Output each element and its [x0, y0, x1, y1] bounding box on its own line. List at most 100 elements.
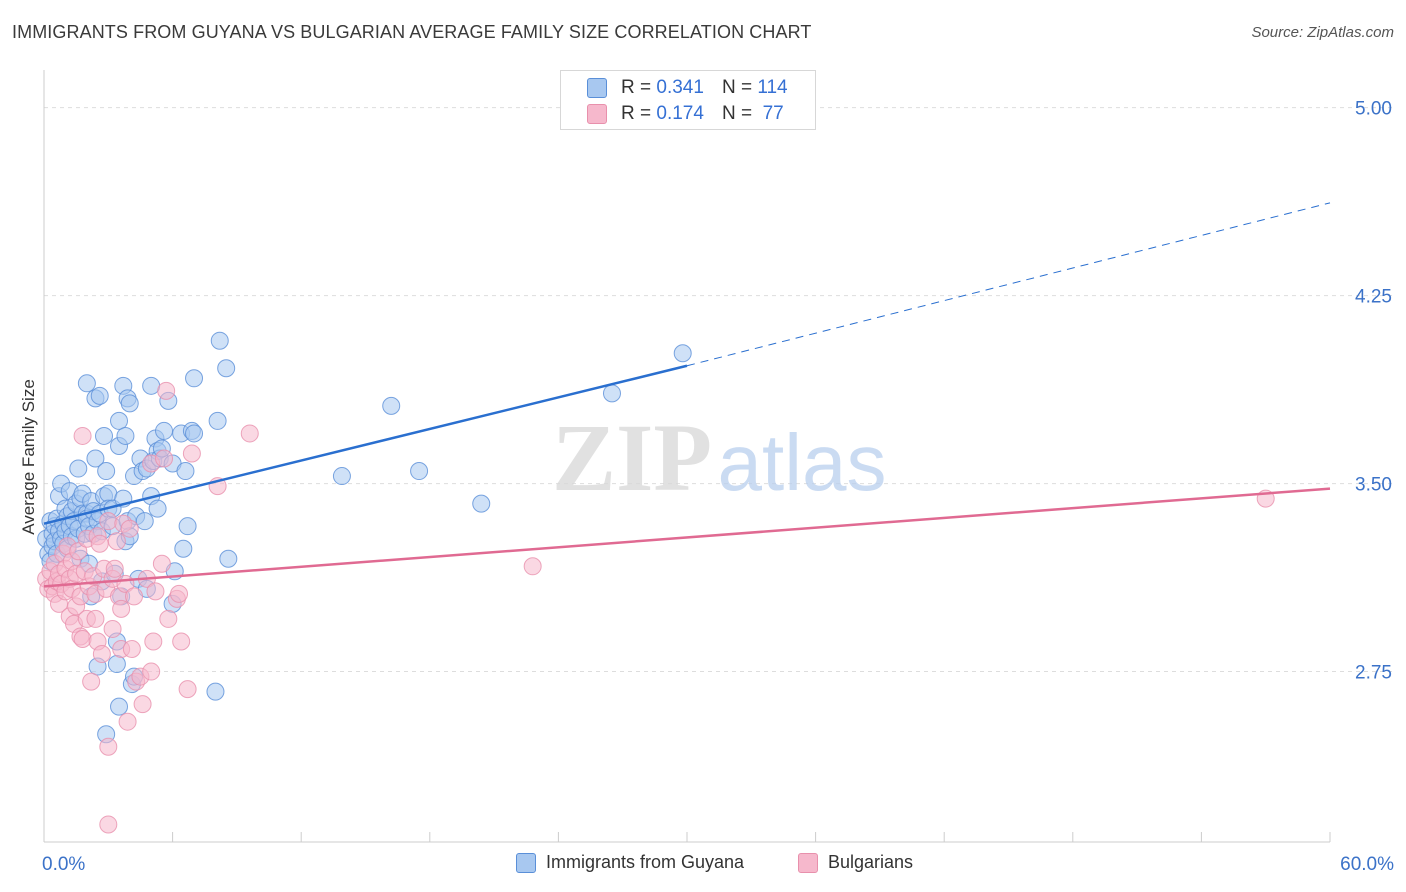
data-point-bulgarian	[99, 737, 118, 756]
bottom-legend: Immigrants from Guyana Bulgarians	[0, 852, 1406, 878]
bottom-legend-label-guyana: Immigrants from Guyana	[546, 852, 745, 872]
data-point-bulgarian	[172, 632, 191, 651]
data-point-guyana	[110, 697, 129, 716]
data-point-bulgarian	[133, 695, 152, 714]
y-tick-label: 5.00	[1355, 99, 1392, 120]
legend-n-value: 77	[762, 103, 784, 124]
data-point-guyana	[185, 424, 204, 443]
legend-n-value: 114	[757, 77, 788, 98]
data-point-bulgarian	[120, 519, 139, 538]
data-point-guyana	[97, 462, 116, 481]
data-point-bulgarian	[240, 424, 259, 443]
legend-swatch-bulgarians	[587, 104, 607, 124]
watermark-zip: ZIP	[552, 404, 712, 511]
data-point-guyana	[148, 499, 167, 518]
data-point-guyana	[95, 426, 114, 445]
chart-title: IMMIGRANTS FROM GUYANA VS BULGARIAN AVER…	[12, 22, 812, 42]
data-point-bulgarian	[125, 587, 144, 606]
data-point-bulgarian	[122, 640, 141, 658]
trendline-guyana-extrapolated	[686, 202, 1331, 367]
data-point-bulgarian	[155, 449, 174, 468]
data-point-bulgarian	[170, 584, 189, 603]
legend-r-value: 0.341	[656, 77, 704, 98]
data-point-bulgarian	[92, 645, 111, 664]
data-point-guyana	[382, 396, 401, 415]
data-point-bulgarian	[182, 444, 201, 463]
data-point-guyana	[77, 374, 96, 393]
data-point-guyana	[69, 459, 88, 478]
data-point-bulgarian	[144, 632, 163, 651]
data-point-guyana	[155, 421, 174, 440]
legend-row-bulgarians: R = 0.174 N = 77	[587, 101, 784, 127]
trend-layer	[43, 202, 1331, 588]
data-point-guyana	[90, 386, 109, 405]
data-point-guyana	[219, 549, 238, 568]
bottom-legend-swatch-bulgarians	[798, 852, 818, 873]
data-point-bulgarian	[146, 582, 165, 601]
data-point-bulgarian	[73, 629, 92, 648]
data-point-bulgarian	[112, 599, 131, 618]
trendline-bulgarians	[43, 487, 1331, 588]
x-tick-label: 60.0%	[1340, 854, 1394, 875]
legend-n-label: N =	[721, 103, 753, 124]
y-tick-label: 2.75	[1355, 663, 1392, 684]
watermark: ZIP atlas	[552, 404, 887, 511]
bottom-legend-guyana: Immigrants from Guyana	[516, 852, 744, 873]
legend-r-label: R =	[621, 103, 652, 124]
data-point-bulgarian	[86, 609, 105, 628]
data-point-bulgarian	[523, 557, 542, 576]
data-point-bulgarian	[105, 559, 124, 578]
data-point-guyana	[135, 512, 154, 531]
legend-r-label: R =	[621, 77, 652, 98]
x-tick-label: 0.0%	[42, 854, 85, 875]
data-point-bulgarian	[103, 619, 122, 638]
data-point-guyana	[116, 426, 135, 445]
bottom-legend-label-bulgarians: Bulgarians	[828, 852, 914, 872]
legend-n-label: N =	[721, 77, 753, 98]
data-point-guyana	[210, 331, 229, 350]
data-point-bulgarian	[69, 542, 88, 561]
data-point-guyana	[176, 462, 195, 481]
legend-row-guyana: R = 0.341 N = 114	[587, 75, 788, 101]
grid-layer	[44, 107, 1392, 673]
data-point-guyana	[174, 539, 193, 558]
data-point-bulgarian	[152, 554, 171, 573]
data-point-guyana	[110, 411, 129, 430]
data-point-bulgarian	[118, 712, 137, 731]
data-point-guyana	[120, 394, 139, 413]
axes-layer: 2.75 3.50 4.25 5.00 0.0% 60.0%	[42, 70, 1394, 875]
bottom-legend-bulgarians: Bulgarians	[798, 852, 913, 873]
data-point-guyana	[332, 467, 351, 486]
data-point-bulgarian	[142, 662, 161, 681]
data-point-bulgarian	[82, 672, 101, 691]
stats-legend: R = 0.341 N = 114 R = 0.174 N = 77	[560, 70, 816, 130]
source-label: Source: ZipAtlas.com	[1251, 24, 1394, 41]
data-point-bulgarian	[90, 534, 109, 553]
data-point-guyana	[410, 462, 429, 481]
data-point-guyana	[107, 655, 126, 674]
data-point-bulgarian	[99, 512, 118, 531]
data-point-guyana	[673, 344, 692, 363]
trendline-guyana	[43, 364, 688, 525]
y-tick-label: 3.50	[1355, 475, 1392, 496]
data-point-guyana	[208, 411, 227, 430]
data-point-guyana	[178, 517, 197, 536]
data-point-bulgarian	[178, 680, 197, 699]
data-point-bulgarian	[73, 426, 92, 445]
data-point-guyana	[99, 484, 118, 503]
data-point-guyana	[602, 384, 621, 403]
y-tick-label: 4.25	[1355, 287, 1392, 308]
data-point-bulgarian	[107, 532, 126, 551]
data-point-guyana	[217, 359, 236, 378]
data-point-bulgarian	[157, 381, 176, 400]
data-point-guyana	[472, 494, 491, 513]
legend-r-value: 0.174	[656, 103, 704, 124]
bottom-legend-swatch-guyana	[516, 852, 536, 873]
data-point-bulgarian	[99, 815, 118, 834]
data-point-bulgarian	[159, 609, 178, 628]
watermark-atlas: atlas	[718, 418, 887, 507]
legend-swatch-guyana	[587, 78, 607, 98]
data-point-guyana	[206, 682, 225, 701]
data-point-guyana	[185, 369, 204, 388]
